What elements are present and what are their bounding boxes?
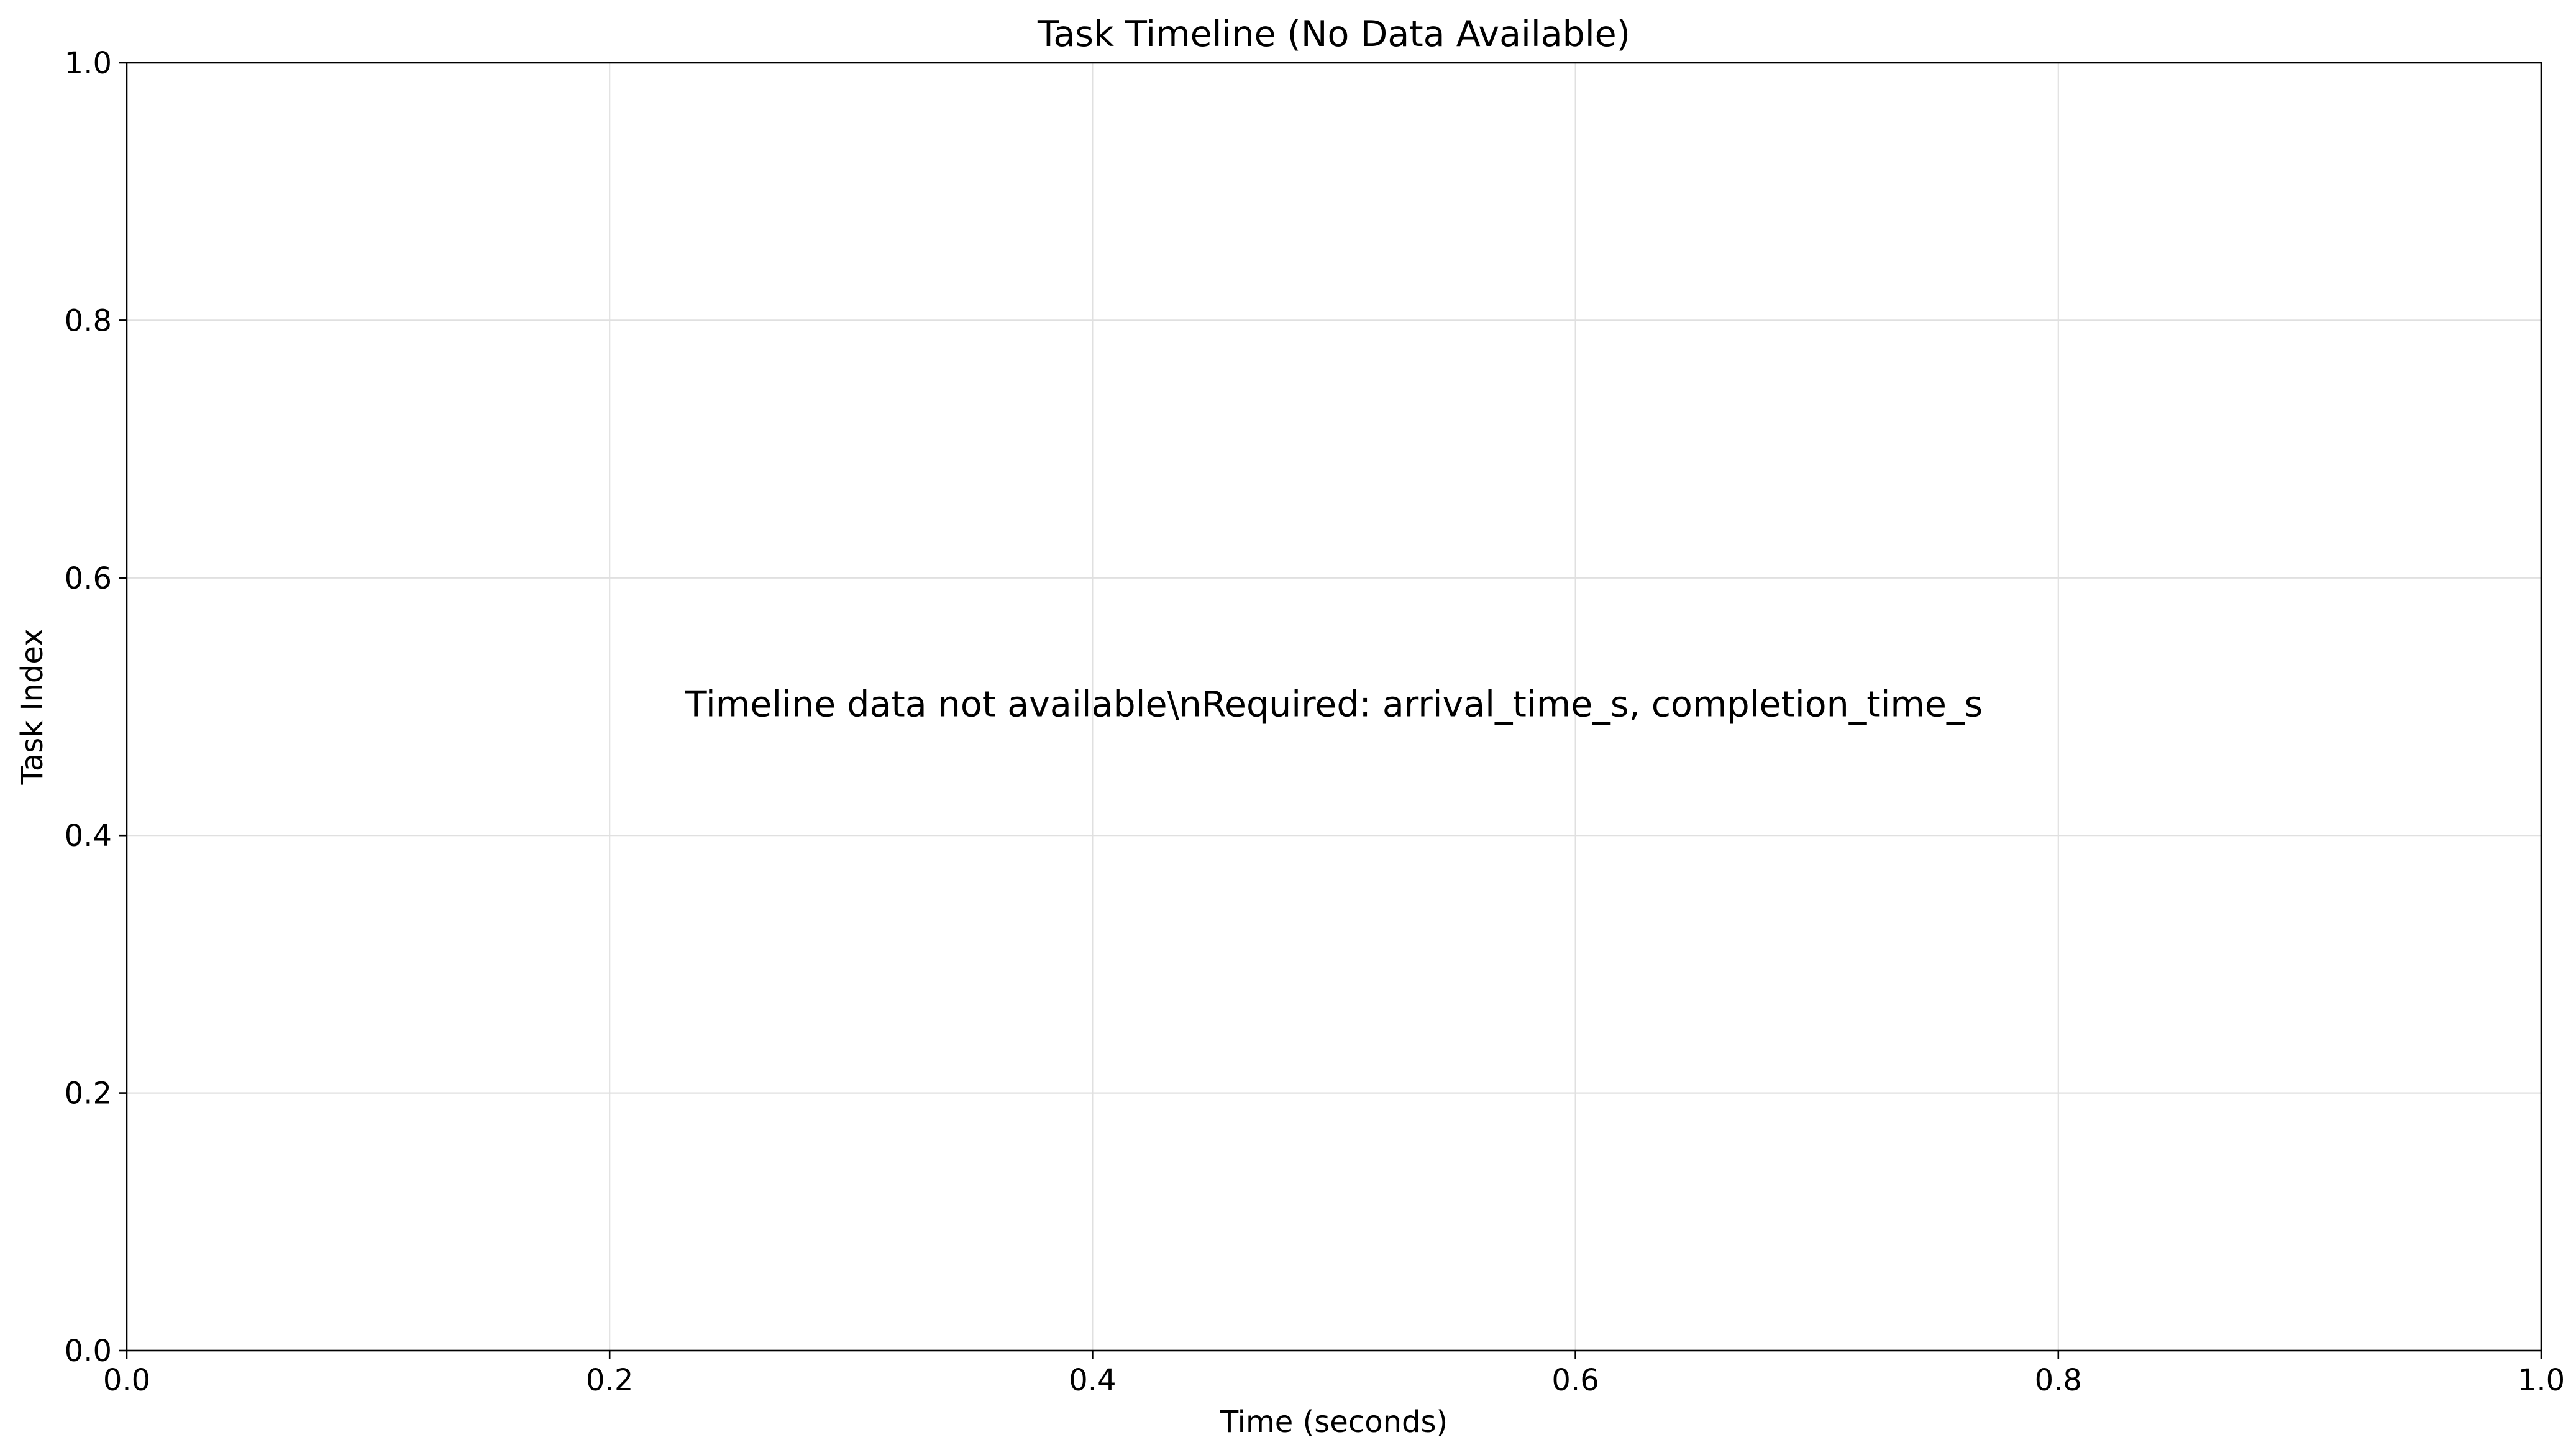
x-tick-label: 0.2 <box>586 1363 633 1398</box>
x-tick-label: 1.0 <box>2518 1363 2565 1398</box>
x-axis-label: Time (seconds) <box>1220 1405 1448 1439</box>
chart-title: Task Timeline (No Data Available) <box>1037 14 1630 55</box>
x-tick-label: 0.4 <box>1069 1363 1116 1398</box>
x-tick-label: 0.0 <box>103 1363 150 1398</box>
y-tick-label: 0.6 <box>65 561 112 596</box>
y-tick-label: 0.2 <box>65 1076 112 1111</box>
x-tick-label: 0.8 <box>2035 1363 2082 1398</box>
no-data-message: Timeline data not available\nRequired: a… <box>685 684 1983 725</box>
y-tick-label: 1.0 <box>65 46 112 81</box>
y-tick-label: 0.4 <box>65 819 112 853</box>
y-axis-label: Task Index <box>15 629 50 786</box>
y-tick-label: 0.0 <box>65 1334 112 1369</box>
plot-frame <box>126 62 2542 1352</box>
x-tick-label: 0.6 <box>1551 1363 1599 1398</box>
axis-ticks: 0.0 0.2 0.4 0.6 0.8 1.0 0.0 0.2 0.4 0.6 0.8 1.0 <box>65 46 2565 1398</box>
y-tick-label: 0.8 <box>65 303 112 338</box>
